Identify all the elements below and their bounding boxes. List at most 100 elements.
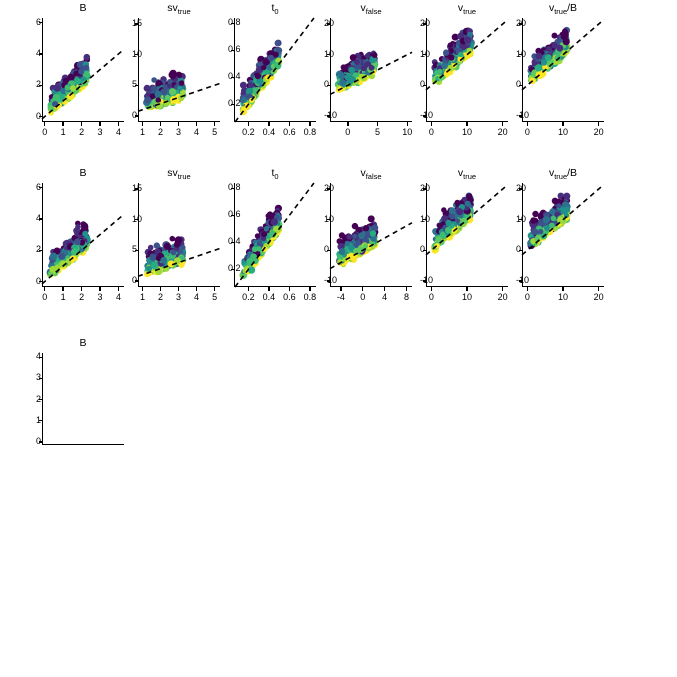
y-tick bbox=[518, 188, 522, 190]
scatter-point bbox=[532, 210, 539, 218]
y-axis-spine bbox=[234, 183, 236, 287]
scatter-point bbox=[53, 84, 62, 92]
x-tick-label: 3 bbox=[176, 127, 182, 137]
scatter-point bbox=[371, 224, 379, 232]
scatter-point bbox=[164, 94, 171, 100]
plot-a-2: 0.20.40.60.80.20.40.60.8 bbox=[228, 17, 316, 137]
panel-title-a-1: svtrue bbox=[167, 2, 191, 17]
x-axis-spine bbox=[234, 285, 316, 287]
scatter-point bbox=[155, 97, 162, 103]
data-layer bbox=[137, 69, 221, 113]
x-tick bbox=[347, 122, 349, 126]
plot-b-2: 0.20.40.60.80.20.40.60.8 bbox=[228, 182, 316, 302]
scatter-point bbox=[49, 252, 58, 261]
scatter-point bbox=[64, 258, 71, 264]
scatter-point bbox=[337, 254, 344, 261]
x-tick bbox=[117, 287, 120, 291]
scatter-point bbox=[348, 66, 356, 74]
y-tick bbox=[326, 115, 330, 117]
x-tick-label: 0 bbox=[428, 127, 434, 137]
x-tick-label: 0 bbox=[42, 292, 48, 302]
y-tick bbox=[326, 249, 330, 251]
scatter-point bbox=[437, 68, 443, 74]
x-tick-label: 10 bbox=[557, 292, 569, 302]
y-tick bbox=[326, 280, 330, 282]
y-tick bbox=[134, 23, 138, 25]
scatter-point bbox=[443, 49, 450, 56]
y-tick bbox=[38, 398, 42, 401]
scatter-point bbox=[167, 260, 175, 268]
x-tick-label: 10 bbox=[402, 127, 413, 137]
x-tick-label: 3 bbox=[97, 292, 103, 302]
x-axis-spine bbox=[426, 120, 508, 122]
x-axis-spine bbox=[330, 120, 412, 122]
x-tick-label: 3 bbox=[176, 292, 182, 302]
x-tick-label: 0 bbox=[42, 127, 48, 137]
scatter-point bbox=[267, 50, 274, 57]
x-tick bbox=[195, 287, 198, 291]
scatter-point bbox=[443, 70, 450, 77]
data-layer bbox=[234, 182, 315, 288]
x-tick-label: 0.2 bbox=[242, 292, 255, 302]
y-tick bbox=[326, 188, 330, 190]
scatter-point bbox=[151, 77, 157, 83]
y-tick bbox=[518, 23, 522, 25]
scatter-point bbox=[441, 62, 448, 70]
scatter-point bbox=[556, 203, 562, 209]
scatter-point bbox=[367, 215, 375, 223]
scatter-point bbox=[466, 31, 473, 38]
scatter-point bbox=[354, 59, 360, 65]
x-tick-label: 4 bbox=[115, 292, 121, 302]
x-tick bbox=[99, 122, 101, 126]
scatter-point bbox=[256, 77, 264, 85]
scatter-point bbox=[180, 244, 186, 251]
x-tick bbox=[406, 122, 408, 126]
y-axis-spine bbox=[330, 183, 332, 287]
scatter-point bbox=[83, 53, 91, 61]
y-tick bbox=[230, 22, 234, 25]
data-layer bbox=[521, 18, 605, 91]
y-tick bbox=[422, 188, 426, 190]
x-tick bbox=[177, 287, 180, 291]
scatter-point bbox=[76, 61, 85, 69]
scatter-point bbox=[169, 73, 177, 80]
x-tick bbox=[177, 122, 180, 126]
y-tick bbox=[38, 249, 42, 251]
y-tick bbox=[326, 219, 330, 221]
x-tick bbox=[268, 287, 270, 291]
scatter-point bbox=[447, 42, 453, 48]
x-tick bbox=[562, 287, 564, 291]
scatter-point bbox=[441, 215, 449, 223]
x-tick bbox=[117, 122, 120, 126]
scatter-point bbox=[370, 235, 377, 242]
y-axis-spine bbox=[522, 183, 524, 287]
scatter-point bbox=[456, 208, 464, 216]
scatter-point bbox=[543, 225, 550, 231]
identity-line bbox=[234, 182, 315, 288]
scatter-point bbox=[174, 257, 181, 265]
data-layer bbox=[234, 17, 315, 123]
scatter-point bbox=[73, 227, 80, 235]
scatter-point bbox=[252, 246, 258, 253]
x-tick-label: 0 bbox=[428, 292, 434, 302]
y-tick bbox=[326, 84, 330, 86]
x-tick bbox=[466, 122, 468, 126]
scatter-point bbox=[448, 47, 454, 54]
y-axis-spine bbox=[42, 18, 44, 122]
plot-b-1: 05101512345 bbox=[132, 183, 221, 302]
identity-line bbox=[137, 247, 221, 278]
y-tick bbox=[230, 103, 234, 106]
scatter-point bbox=[254, 72, 262, 80]
data-layer bbox=[137, 235, 221, 278]
y-tick bbox=[38, 218, 42, 220]
scatter-point bbox=[274, 40, 281, 47]
x-tick bbox=[213, 287, 216, 291]
y-tick bbox=[422, 249, 426, 251]
x-tick-label: 0.4 bbox=[262, 127, 276, 137]
x-tick bbox=[141, 122, 144, 126]
y-tick bbox=[422, 115, 426, 117]
y-tick bbox=[38, 21, 42, 24]
scatter-point bbox=[557, 216, 565, 224]
scatter-point bbox=[149, 93, 156, 100]
